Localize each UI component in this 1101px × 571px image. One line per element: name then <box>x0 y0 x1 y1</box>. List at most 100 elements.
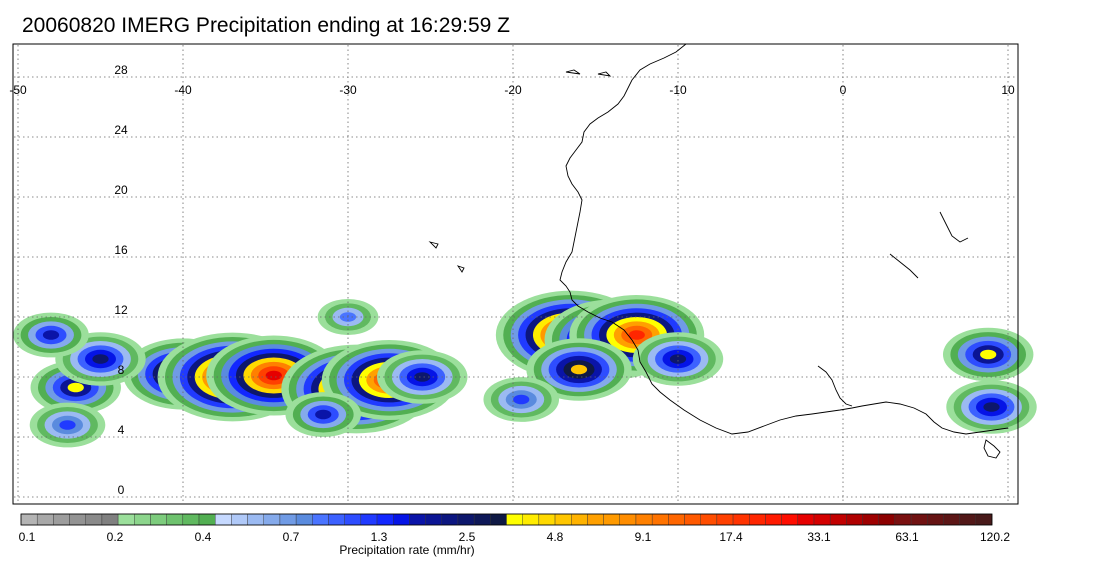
precip-ring <box>669 354 687 364</box>
colorbar-swatch <box>312 513 329 526</box>
precip-cell <box>483 377 560 422</box>
colorbar-swatch <box>182 513 200 526</box>
colorbar-swatch <box>85 513 103 526</box>
colorbar-swatch <box>522 513 540 526</box>
colorbar-swatch <box>263 513 281 526</box>
colorbar-swatch <box>117 513 135 526</box>
coastline-west-africa <box>559 43 1009 435</box>
cape-verde-1 <box>428 241 439 249</box>
map-frame <box>12 43 1019 505</box>
colorbar-swatch <box>425 513 442 526</box>
colorbar-swatch <box>376 513 394 526</box>
colorbar-swatch <box>36 513 54 526</box>
colorbar-swatch <box>198 513 216 526</box>
colorbar-swatch <box>975 513 993 526</box>
colorbar-swatch <box>716 513 734 526</box>
canary-2 <box>597 71 612 77</box>
lon-tick-label: -10 <box>669 83 687 97</box>
precip-ring <box>315 409 332 420</box>
lat-tick-label: 28 <box>114 63 128 77</box>
colorbar-swatch <box>554 513 572 526</box>
colorbar-swatch <box>393 513 410 526</box>
graticule <box>14 45 1017 503</box>
precip-ring <box>980 349 997 360</box>
precip-cell <box>526 338 632 401</box>
colorbar-swatch <box>247 513 264 526</box>
precip-cell <box>632 332 724 386</box>
precip-cell <box>13 312 89 358</box>
colorbar-swatch <box>846 513 863 526</box>
lake-volta <box>817 365 853 407</box>
precip-cell <box>942 327 1034 382</box>
colorbar-swatch <box>910 513 928 526</box>
map-title: 20060820 IMERG Precipitation ending at 1… <box>22 14 510 37</box>
river-2 <box>889 253 919 279</box>
colorbar-swatch <box>166 513 184 526</box>
colorbar-swatch <box>538 513 556 526</box>
colorbar-swatch <box>700 513 718 526</box>
colorbar-swatch <box>490 513 507 526</box>
precip-ring <box>42 330 60 340</box>
colorbar-swatch <box>749 513 766 526</box>
colorbar-tick-label: 1.3 <box>371 530 388 544</box>
lat-tick-label: 8 <box>118 363 125 377</box>
colorbar-swatch <box>328 513 345 526</box>
lon-tick-label: 10 <box>1001 83 1015 97</box>
colorbar-swatch <box>231 513 248 526</box>
colorbar-swatch <box>69 513 86 526</box>
colorbar: 0.1 0.2 0.4 0.7 1.3 2.5 4.8 9.1 17.4 33.1 63.1 120.… <box>19 513 1010 544</box>
colorbar-swatch <box>441 513 459 526</box>
lat-tick-label: 12 <box>114 303 128 317</box>
colorbar-swatch <box>473 513 491 526</box>
precipitation-layer <box>13 290 1037 448</box>
colorbar-swatch <box>959 513 977 526</box>
colorbar-swatch <box>571 513 588 526</box>
lon-tick-label: -40 <box>174 83 192 97</box>
colorbar-tick-label: 63.1 <box>895 530 919 544</box>
colorbar-swatch <box>862 513 879 526</box>
lat-tick-label: 16 <box>114 243 128 257</box>
colorbar-swatch <box>344 513 362 526</box>
cape-verde-2 <box>456 265 465 273</box>
precip-ring <box>92 354 109 364</box>
precip-ring <box>414 372 431 382</box>
river-1 <box>939 211 969 243</box>
niger-delta <box>983 439 1001 459</box>
colorbar-swatch <box>101 513 119 526</box>
precip-ring <box>628 330 645 340</box>
colorbar-swatch <box>360 513 378 526</box>
colorbar-tick-label: 33.1 <box>807 530 831 544</box>
colorbar-swatch <box>765 513 782 526</box>
colorbar-swatch <box>829 513 847 526</box>
lon-tick-label: -20 <box>504 83 522 97</box>
lon-tick-label: -30 <box>339 83 357 97</box>
colorbar-swatch <box>684 513 701 526</box>
axis-labels: -50 -40 -30 -20 -10 0 10 0 4 8 12 16 20 24 28 <box>9 63 1015 497</box>
colorbar-swatch <box>506 513 523 526</box>
precip-cell <box>377 350 468 404</box>
colorbar-swatch <box>587 513 604 526</box>
colorbar-swatch <box>894 513 912 526</box>
precip-ring <box>513 394 530 405</box>
colorbar-swatch <box>20 513 38 526</box>
precip-ring <box>67 382 84 393</box>
colorbar-swatch <box>732 513 750 526</box>
lat-tick-label: 4 <box>118 423 125 437</box>
colorbar-swatch <box>150 513 167 526</box>
colorbar-tick-label: 0.4 <box>195 530 212 544</box>
colorbar-swatch <box>813 513 831 526</box>
colorbar-swatch <box>943 513 960 526</box>
colorbar-swatch <box>651 513 669 526</box>
colorbar-frame <box>20 513 993 526</box>
lat-tick-label: 24 <box>114 123 128 137</box>
precip-ring <box>59 420 76 430</box>
colorbar-swatch <box>797 513 815 526</box>
colorbar-swatch <box>635 513 653 526</box>
colorbar-swatch <box>927 513 944 526</box>
colorbar-swatch <box>457 513 475 526</box>
colorbar-tick-label: 0.2 <box>107 530 124 544</box>
lat-tick-label: 0 <box>118 483 125 497</box>
colorbar-swatch <box>619 513 637 526</box>
precip-ring <box>570 364 588 375</box>
